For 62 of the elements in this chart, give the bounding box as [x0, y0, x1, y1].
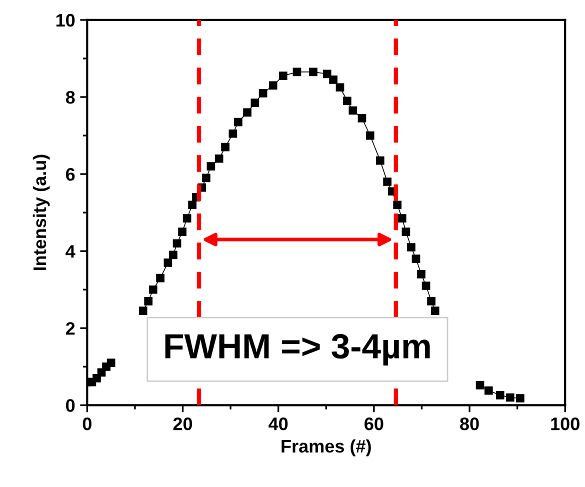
point [228, 129, 238, 138]
point [169, 250, 178, 260]
y-tick-label: 4 [66, 245, 76, 258]
point [484, 386, 493, 395]
y-tick-label: 0 [66, 399, 75, 412]
point [402, 228, 410, 236]
x-tick-label: 20 [173, 417, 192, 430]
x-tick-label: 40 [268, 417, 288, 430]
point [516, 394, 524, 402]
point [427, 297, 436, 306]
point [496, 391, 504, 400]
point [412, 254, 420, 263]
point [202, 174, 210, 182]
x-tick-label: 100 [551, 417, 580, 430]
point [188, 200, 196, 210]
point [148, 285, 158, 294]
point [383, 178, 392, 186]
x-tick-label: 60 [364, 417, 384, 430]
point [376, 156, 384, 165]
point [292, 68, 302, 76]
y-tick-label: 8 [66, 90, 75, 104]
point [156, 274, 164, 282]
point [407, 243, 416, 252]
point [343, 96, 352, 106]
point [348, 106, 358, 115]
point [358, 114, 366, 122]
point [278, 72, 288, 80]
point [164, 258, 172, 267]
point [430, 306, 440, 315]
point [322, 70, 332, 78]
point [366, 131, 374, 140]
x-axis-title: Frames (#) [282, 439, 371, 456]
y-tick-label: 2 [66, 322, 75, 335]
y-tick-label: 10 [56, 14, 75, 27]
point [250, 98, 260, 107]
point [206, 162, 216, 171]
point [476, 380, 484, 390]
point [138, 306, 148, 315]
point [106, 358, 116, 367]
point [234, 118, 242, 126]
point [268, 81, 278, 90]
point [144, 297, 153, 306]
y-axis-title: Intensity (a.u) [32, 154, 50, 270]
x-tick-label: 0 [82, 417, 92, 430]
point [393, 200, 402, 210]
point [258, 88, 268, 98]
point [422, 282, 430, 290]
point [221, 142, 230, 152]
point [172, 239, 182, 248]
point [336, 83, 344, 92]
point [178, 228, 186, 236]
point [182, 214, 192, 223]
y-tick-label: 6 [66, 168, 75, 181]
point [398, 214, 406, 223]
point [243, 108, 252, 117]
point [329, 76, 338, 84]
point [309, 68, 318, 76]
point [417, 270, 426, 278]
x-tick-label: 80 [460, 417, 479, 430]
annotation: FWHM => 3-4µm [165, 334, 430, 366]
point [506, 393, 514, 402]
point [214, 154, 224, 163]
